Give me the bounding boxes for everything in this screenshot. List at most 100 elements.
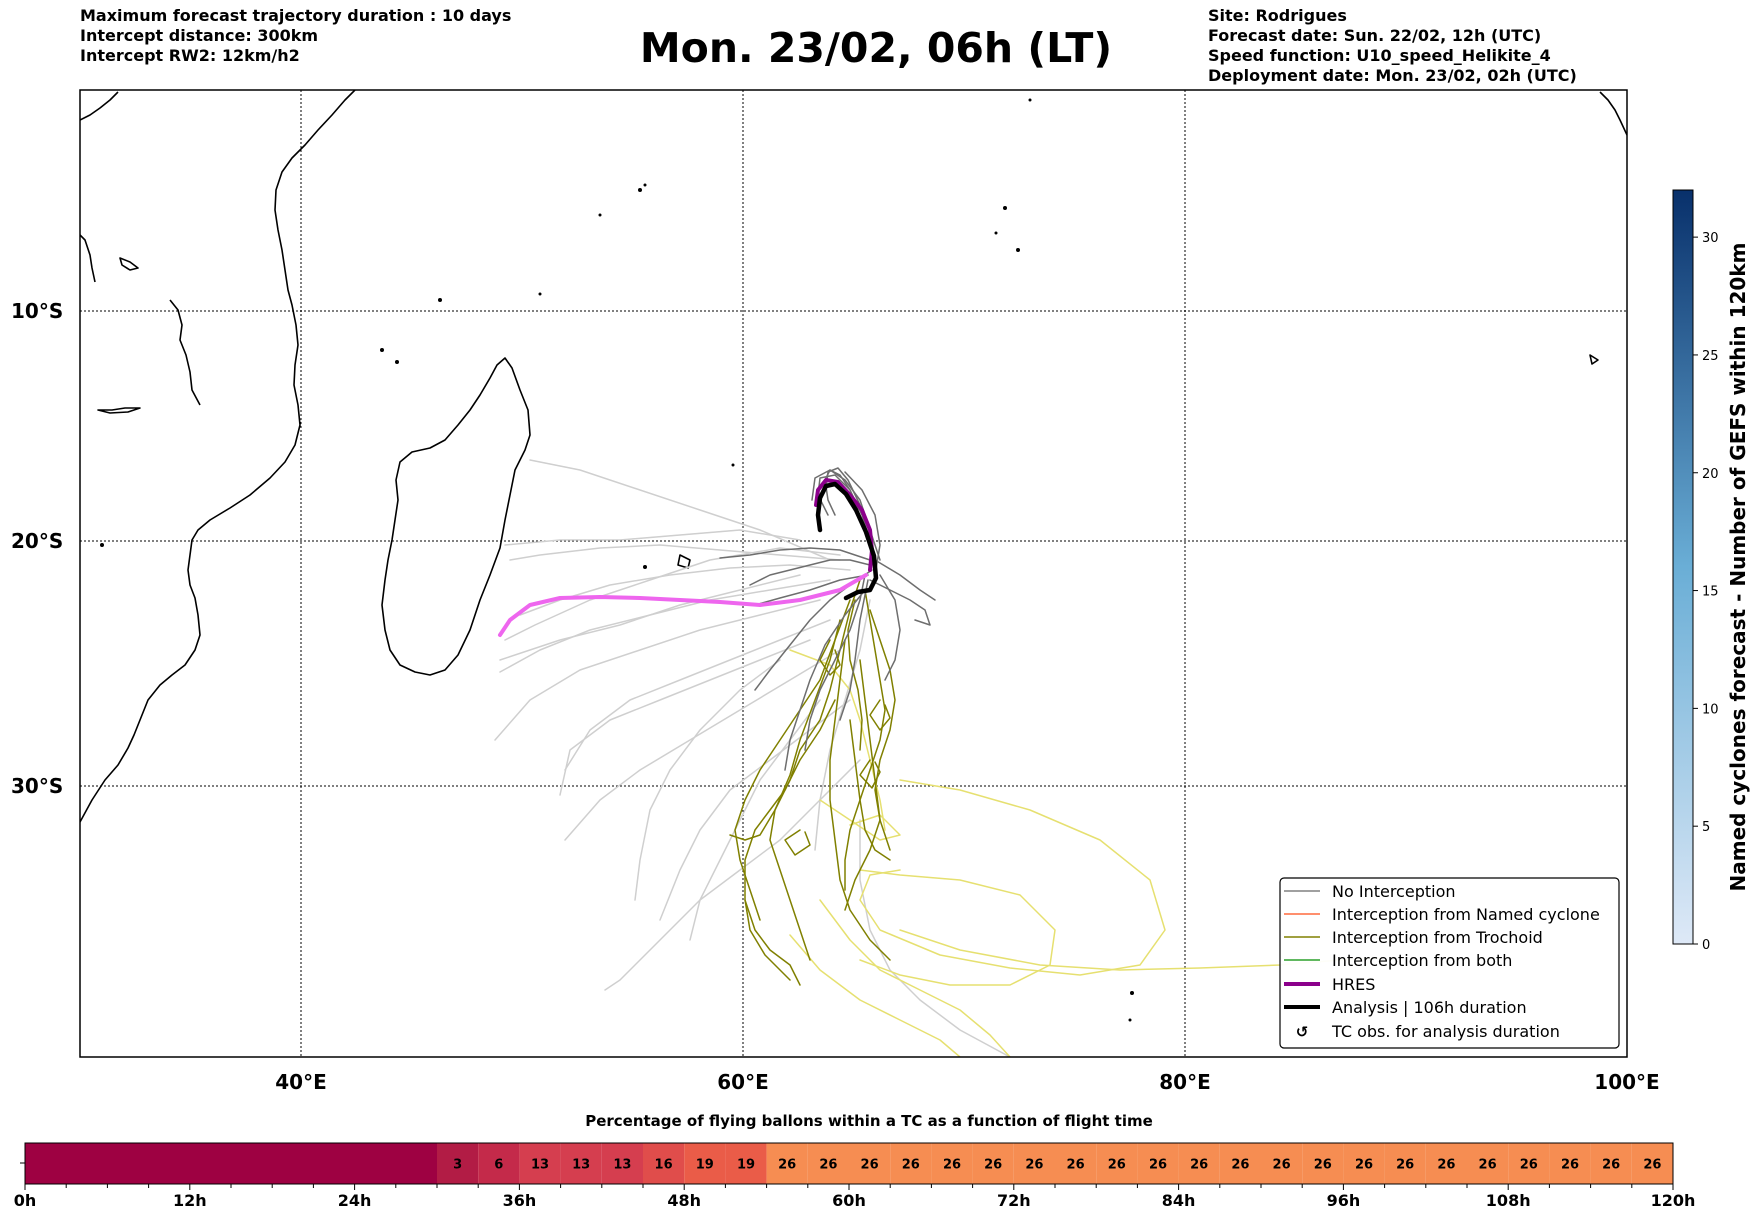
percentage-bar-time-label: 12h: [173, 1191, 207, 1210]
colorbar-tick-label: 20: [1702, 467, 1719, 482]
trajectory-olive-loop: [859, 759, 881, 789]
comoros-island: [538, 292, 542, 296]
percentage-bar-cell: [1096, 1143, 1138, 1184]
trajectory-grey: [804, 574, 866, 751]
trajectory-olive: [744, 899, 801, 986]
percentage-bar-time-label: 108h: [1486, 1191, 1531, 1210]
madagascar-coast: [381, 357, 531, 676]
header-speed-function: Speed function: U10_speed_Helikite_4: [1208, 46, 1551, 65]
percentage-bar-cell: [1425, 1143, 1467, 1184]
percentage-bar-cell-value: 6: [494, 1158, 503, 1173]
main-title: Mon. 23/02, 06h (LT): [639, 24, 1113, 72]
sri-lanka-coast: [1599, 91, 1627, 136]
graticule: [80, 90, 1627, 1057]
trajectory-light: [509, 544, 841, 561]
percentage-bar-cell: [849, 1143, 891, 1184]
trajectory-olive: [849, 719, 891, 861]
percentage-bar-cell: [890, 1143, 932, 1184]
colorbar-ticks: 0 5 10 15 20 25 30: [1693, 231, 1719, 953]
colorbar-gradient: [1672, 189, 1694, 945]
header-intercept-distance: Intercept distance: 300km: [80, 26, 319, 45]
percentage-bar-cell-value: 26: [1643, 1158, 1661, 1173]
trajectory-olive-loop: [819, 639, 841, 676]
header-left: Maximum forecast trajectory duration : 1…: [80, 6, 511, 66]
percentage-bar-time-label: 48h: [667, 1191, 701, 1210]
trajectory-light: [499, 574, 801, 661]
somalia-coast: [80, 234, 96, 283]
percentage-bar: Percentage of flying ballons within a TC…: [14, 1112, 1696, 1210]
trajectory-yellow: [859, 869, 1056, 986]
percentage-bar-title: Percentage of flying ballons within a TC…: [585, 1112, 1153, 1130]
percentage-bar-cell: [1137, 1143, 1179, 1184]
legend-label-tc-obs: TC obs. for analysis duration: [1331, 1022, 1560, 1041]
map-frame: [79, 89, 1628, 1058]
colorbar: 0 5 10 15 20 25 30 Named cyclones forecast - N…: [1672, 189, 1750, 953]
trajectory-light: [504, 547, 841, 641]
lake-small: [119, 257, 139, 271]
trajectory-grey: [719, 547, 871, 561]
trajectory-olive: [844, 659, 881, 911]
percentage-bar-cell: [1508, 1143, 1550, 1184]
africa-coast: [80, 90, 356, 823]
map-content: [80, 90, 1627, 1057]
islands: [100, 98, 1134, 1022]
st-paul-island: [1128, 1018, 1132, 1022]
percentage-bar-cells: 3 6 13 13 13 16 19 19 26 26 26 26 26 26 26 26 26 26 26 26 26…: [25, 1143, 1673, 1184]
comoros-island: [438, 298, 442, 302]
trajectory-yellow: [789, 649, 886, 831]
header-right: Site: Rodrigues Forecast date: Sun. 22/0…: [1208, 6, 1577, 86]
trajectory-olive: [729, 619, 841, 841]
trajectory-light: [564, 619, 831, 771]
legend-label-hres: HRES: [1332, 975, 1375, 994]
lon-label-60e: 60°E: [717, 1070, 769, 1094]
trajectories: [494, 459, 1381, 1057]
header-max-duration: Maximum forecast trajectory duration : 1…: [80, 6, 512, 25]
header-site: Site: Rodrigues: [1208, 6, 1347, 25]
comoros-island: [380, 348, 384, 352]
percentage-bar-cell-value: 16: [655, 1158, 673, 1173]
seychelles-island: [638, 188, 642, 192]
percentage-bar-ticks: 0h 12h 24h 36h 48h 60h 72h 84h 96h 108h 120h: [14, 1184, 1695, 1210]
percentage-bar-cell: [931, 1143, 973, 1184]
percentage-bar-time-label: 84h: [1162, 1191, 1196, 1210]
trajectory-olive: [847, 599, 863, 751]
coastlines: [80, 90, 1627, 823]
percentage-bar-cell: [1219, 1143, 1261, 1184]
trajectory-grey: [784, 589, 866, 771]
percentage-bar-cell: [1013, 1143, 1055, 1184]
percentage-bar-cell: [725, 1143, 767, 1184]
colorbar-label: Named cyclones forecast - Number of GEFS…: [1726, 243, 1750, 892]
trajectory-olive: [744, 699, 836, 981]
trajectory-yellow: [789, 934, 961, 1057]
percentage-bar-cell-value: 26: [1108, 1158, 1126, 1173]
trajectory-light: [494, 599, 821, 741]
tc-obs-marker-icon: ↺: [1296, 1023, 1309, 1041]
percentage-bar-cell: [1055, 1143, 1097, 1184]
trajectory-light: [604, 759, 861, 991]
percentage-bar-cell: [1302, 1143, 1344, 1184]
maldives-dot: [1028, 98, 1032, 102]
lat-label-20s: 20°S: [11, 529, 63, 553]
percentage-bar-cell-value: 26: [1067, 1158, 1085, 1173]
percentage-bar-cell-value: 26: [1520, 1158, 1538, 1173]
trajectory-light: [859, 819, 1011, 1057]
trajectory-light: [504, 529, 801, 546]
percentage-bar-time-label: 36h: [503, 1191, 537, 1210]
percentage-bar-cell-value: 26: [984, 1158, 1002, 1173]
legend-label-analysis: Analysis | 106h duration: [1332, 998, 1527, 1017]
trajectory-grey: [754, 574, 869, 606]
chagos-island: [994, 231, 998, 235]
amsterdam-island: [1130, 991, 1134, 995]
percentage-bar-cell: [1384, 1143, 1426, 1184]
trajectory-yellow: [819, 899, 1011, 1057]
trajectory-olive: [844, 589, 886, 891]
percentage-bar-cell: [807, 1143, 849, 1184]
percentage-bar-cell-value: 26: [1314, 1158, 1332, 1173]
percentage-bar-cell-value: 19: [737, 1158, 755, 1173]
header-forecast-date: Forecast date: Sun. 22/02, 12h (UTC): [1208, 26, 1542, 45]
header-deployment-date: Deployment date: Mon. 23/02, 02h (UTC): [1208, 66, 1577, 85]
percentage-bar-cell: [437, 1143, 479, 1184]
trajectory-grey: [869, 579, 931, 626]
trajectory-yellow: [819, 799, 901, 841]
